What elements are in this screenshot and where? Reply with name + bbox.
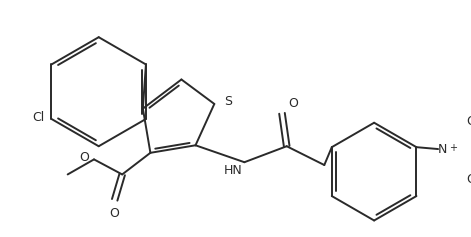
Text: N: N [438, 142, 447, 155]
Text: O: O [110, 207, 120, 220]
Text: O: O [466, 173, 471, 187]
Text: O: O [466, 115, 471, 128]
Text: O: O [289, 96, 299, 109]
Text: Cl: Cl [32, 111, 45, 123]
Text: HN: HN [224, 164, 243, 177]
Text: O: O [80, 151, 89, 164]
Text: +: + [449, 143, 457, 153]
Text: S: S [224, 95, 232, 108]
